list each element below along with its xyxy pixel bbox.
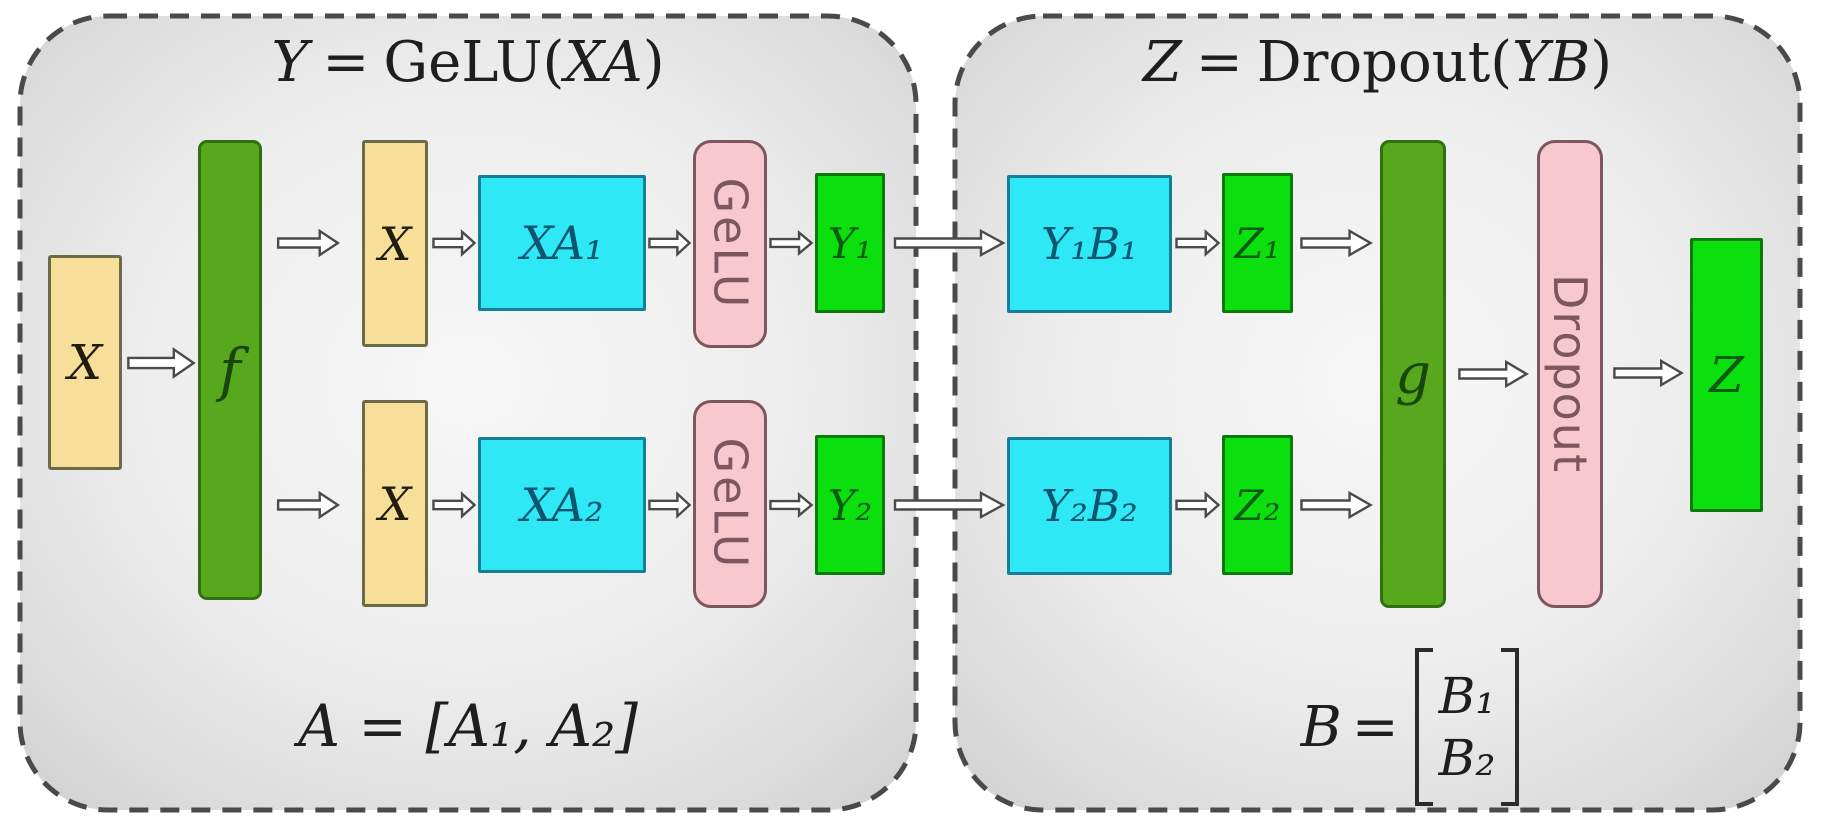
arrow-y2-to-y2b2	[893, 489, 1005, 521]
arrow-gelu1-to-y1	[769, 230, 813, 256]
title-fn: GeLU	[383, 30, 543, 95]
left-panel-title: Y = GeLU(XA)	[20, 33, 916, 93]
gelu-pill-1: GeLU	[693, 140, 767, 348]
weight-split-formula-a: A = [A₁, A₂]	[298, 692, 638, 760]
gelu-pill-1-label: GeLU	[703, 177, 758, 311]
arrow-z2-to-g	[1299, 490, 1373, 520]
title-lhs: Y	[271, 30, 309, 95]
xa2-matmul-box: XA₂	[478, 437, 646, 573]
y2-label: Y₂	[827, 480, 873, 530]
arrow-z1-to-g	[1299, 228, 1373, 258]
right-panel-title: Z = Dropout(YB)	[955, 33, 1800, 93]
title-eq: =	[1195, 30, 1243, 95]
y2b2-matmul-box: Y₂B₂	[1007, 437, 1172, 575]
arrow-g-to-dropout	[1457, 359, 1529, 389]
split-x-label-2: X	[378, 476, 412, 531]
y1b1-matmul-box: Y₁B₁	[1007, 175, 1172, 313]
arrow-xa2-to-gelu2	[648, 491, 691, 519]
left-panel	[17, 13, 919, 813]
arrow-dropout-to-z	[1612, 358, 1684, 388]
f-operator-label: f	[219, 336, 241, 404]
title-open-paren: (	[542, 30, 565, 95]
arrow-gelu2-to-y2	[769, 492, 813, 518]
matrix-bracket-left	[1414, 648, 1433, 806]
title-arg: YB	[1512, 30, 1591, 95]
split-x-label-1: X	[378, 216, 412, 271]
matrix-row-b1: B₁	[1438, 667, 1496, 725]
z-output-box: Z	[1690, 238, 1763, 512]
z2-label: Z₂	[1234, 480, 1281, 530]
matrix-rows: B₁ B₂	[1433, 662, 1502, 792]
arrow-xa1-to-gelu1	[648, 229, 691, 257]
formula-b-lhs: B	[1300, 694, 1342, 760]
dropout-pill-label: Dropout	[1543, 274, 1597, 474]
arrow-y1-to-y1b1	[893, 227, 1005, 259]
z1-label: Z₁	[1234, 218, 1281, 268]
y2-output-box: Y₂	[815, 435, 885, 575]
arrow-x-to-f	[126, 346, 196, 380]
xa1-matmul-box: XA₁	[478, 175, 646, 311]
split-x-box-1: X	[362, 140, 428, 347]
g-operator-label: g	[1395, 341, 1431, 407]
title-fn: Dropout	[1256, 30, 1491, 95]
z1-partial-box: Z₁	[1222, 173, 1293, 313]
arrow-f-to-x1	[276, 228, 340, 258]
title-arg: XA	[564, 30, 643, 95]
arrow-y1b1-to-z1	[1175, 229, 1220, 257]
matrix-row-b2: B₂	[1438, 729, 1496, 787]
matrix-bracket-right	[1501, 648, 1520, 806]
z2-partial-box: Z₂	[1222, 435, 1293, 575]
gelu-pill-2: GeLU	[693, 400, 767, 608]
weight-split-formula-b: B = B₁ B₂	[1260, 648, 1560, 806]
title-close-paren: )	[1590, 30, 1613, 95]
dropout-pill: Dropout	[1537, 140, 1603, 608]
arrow-x1-to-xa1	[432, 229, 476, 257]
title-close-paren: )	[642, 30, 665, 95]
formula-b-eq: =	[1351, 694, 1399, 760]
title-lhs: Z	[1142, 30, 1182, 95]
z-output-label: Z	[1709, 346, 1744, 404]
y1-label: Y₁	[827, 218, 873, 268]
arrow-f-to-x2	[276, 490, 340, 520]
input-x-label: X	[67, 334, 103, 391]
gelu-pill-2-label: GeLU	[703, 437, 758, 571]
title-open-paren: (	[1490, 30, 1513, 95]
input-x-box: X	[48, 255, 122, 470]
y2b2-label: Y₂B₂	[1041, 480, 1138, 532]
arrow-x2-to-xa2	[432, 491, 476, 519]
f-operator-bar: f	[198, 140, 262, 600]
xa2-label: XA₂	[520, 478, 604, 532]
y1-output-box: Y₁	[815, 173, 885, 313]
arrow-y2b2-to-z2	[1175, 491, 1220, 519]
xa1-label: XA₁	[520, 216, 604, 270]
title-eq: =	[322, 30, 370, 95]
split-x-box-2: X	[362, 400, 428, 607]
y1b1-label: Y₁B₁	[1041, 218, 1138, 270]
g-operator-bar: g	[1380, 140, 1446, 608]
